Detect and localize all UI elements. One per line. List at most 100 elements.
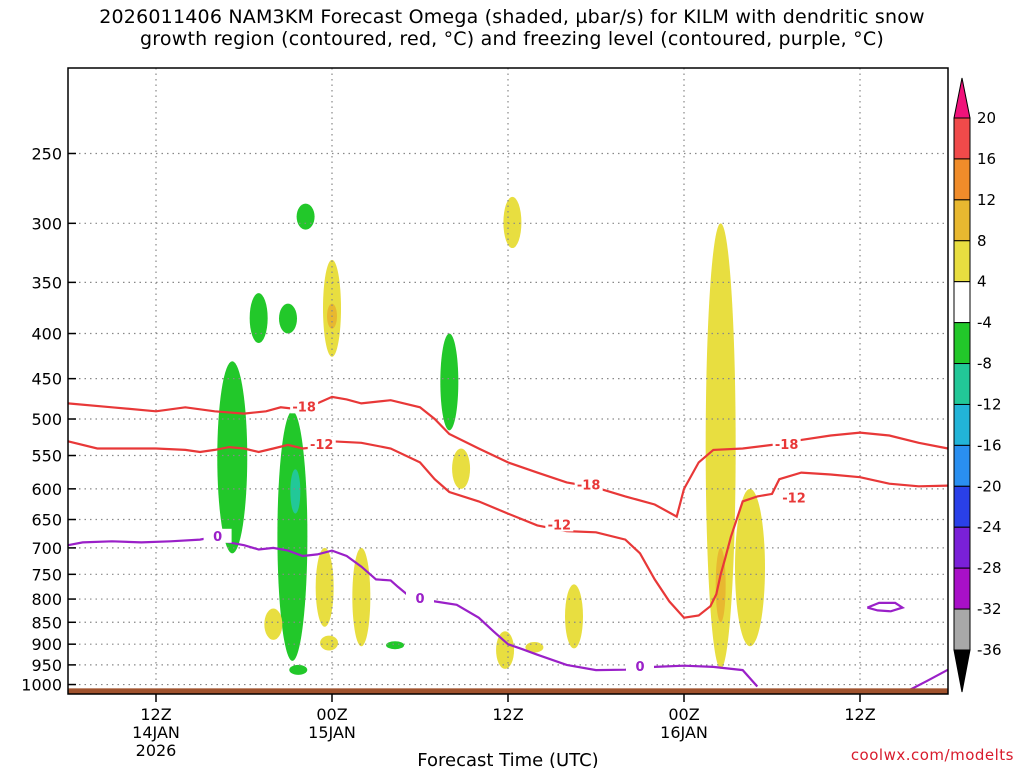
omega-region-11 [315,547,334,627]
grid-layer [68,68,948,694]
contour-label-bg-5 [780,490,808,505]
colorbar-label-4: 4 [977,273,987,291]
omega-region-6 [296,203,315,230]
contour-label-bg-3 [545,517,574,532]
terrain-layer [68,688,948,694]
omega-region-22 [735,488,765,647]
x-tick-label-42-1: 16JAN [660,723,708,742]
chart-title: 2026011406 NAM3KM Forecast Omega (shaded… [0,6,1024,50]
omega-region-0 [217,361,248,554]
omega-region-13 [320,635,339,651]
omega-region-2 [279,303,297,334]
contour-label-bg-1 [307,436,336,451]
y-tick-label-850: 850 [31,613,62,632]
omega-region-7 [386,641,405,650]
contour-label-bg-4 [772,436,801,451]
colorbar-label-5: -4 [977,314,992,332]
chart-title-line2: growth region (contoured, red, °C) and f… [140,28,884,50]
colorbar-label-2: 12 [977,191,996,209]
contour-label-bg-2 [574,477,603,492]
colorbar-swatch-6 [953,363,971,405]
colorbar-label-8: -16 [977,436,1002,454]
colorbar-label-0: 20 [977,109,996,127]
omega-region-15 [452,448,471,489]
y-tick-label-500: 500 [31,410,62,429]
colorbar-label-1: 16 [977,150,996,168]
colorbar-label-13: -36 [977,641,1002,659]
colorbar-label-3: 8 [977,232,987,250]
omega-shading-layer [217,196,765,675]
omega-region-14 [264,608,283,640]
credit-text: coolwx.com/modelts [850,746,1014,764]
omega-colorbar: 20 16 12 8 4 -4 -8 -12 -16 -20 -24 -28 -32 -36 [953,77,1002,693]
omega-region-1 [249,293,268,343]
colorbar-swatch-11 [953,567,971,610]
y-tick-label-450: 450 [31,370,62,389]
y-tick-label-650: 650 [31,511,62,530]
colorbar-swatch-7 [953,403,971,446]
colorbar-label-9: -20 [977,477,1002,495]
y-tick-label-1000: 1000 [21,676,62,695]
terrain-band [68,688,948,694]
colorbar-label-11: -28 [977,559,1002,577]
y-tick-label-250: 250 [31,144,62,163]
y-tick-label-800: 800 [31,590,62,609]
contour-label-2: -18 [577,479,601,494]
contour-label-7: 0 [415,592,424,607]
colorbar-swatch-4 [953,281,971,324]
contour-label-bg-6 [203,528,232,543]
x-axis-label: Forecast Time (UTC) [417,750,598,768]
x-tick-label-6-2: 2026 [136,741,177,760]
colorbar-swatch-9 [953,485,971,528]
y-tick-label-900: 900 [31,635,62,654]
contour-label-6: 0 [213,530,222,545]
omega-region-18 [525,642,544,653]
omega-region-17 [496,631,515,669]
y-tick-label-300: 300 [31,214,62,233]
colorbar-swatch-10 [953,526,971,569]
colorbar-label-6: -8 [977,355,992,373]
colorbar-swatch-3 [953,240,971,283]
x-tick-label-6-1: 14JAN [132,723,180,742]
colorbar-swatch-12 [953,608,971,651]
colorbar-label-12: -32 [977,600,1002,618]
x-tick-label-18-0: 00Z [316,705,347,724]
y-tick-label-600: 600 [31,480,62,499]
omega-region-3 [277,411,308,661]
contour-line-4 [906,668,949,693]
contour-label-bg-7 [406,591,434,606]
colorbar-swatch-8 [953,444,971,487]
chart-title-line1: 2026011406 NAM3KM Forecast Omega (shaded… [99,6,925,28]
omega-region-19 [565,584,583,649]
contour-layer: -18 -12 -18 -12 -18 -12 0 0 0 [67,395,949,693]
contour-label-5: -12 [782,491,806,506]
colorbar-bottom-arrow [953,649,971,693]
pressure-axis: 250 300 350 400 450 500 550 600 650 700 750 800 850 9… [21,144,76,695]
contour-line-3 [866,601,906,613]
x-tick-label-18-1: 15JAN [308,723,356,742]
omega-region-16 [503,196,522,249]
colorbar-swatch-5 [953,322,971,365]
contour-label-0: -18 [292,400,316,415]
contour-label-4: -18 [775,438,799,453]
colorbar-label-7: -12 [977,395,1002,413]
omega-region-4 [290,469,301,514]
colorbar-swatch-1 [953,158,971,201]
colorbar-label-10: -24 [977,518,1002,536]
colorbar-top-arrow [953,77,971,119]
contour-label-8: 0 [635,660,644,675]
colorbar-swatch-0 [953,117,971,160]
x-tick-label-54-0: 12Z [844,705,875,724]
omega-region-8 [440,333,459,431]
omega-region-20 [705,223,736,669]
x-tick-label-30-0: 12Z [492,705,523,724]
y-tick-label-550: 550 [31,447,62,466]
contour-label-3: -12 [548,518,572,533]
y-tick-label-750: 750 [31,565,62,584]
contour-label-bg-8 [626,658,654,673]
y-tick-label-350: 350 [31,273,62,292]
contour-label-1: -12 [310,438,334,453]
colorbar-swatch-2 [953,199,971,242]
